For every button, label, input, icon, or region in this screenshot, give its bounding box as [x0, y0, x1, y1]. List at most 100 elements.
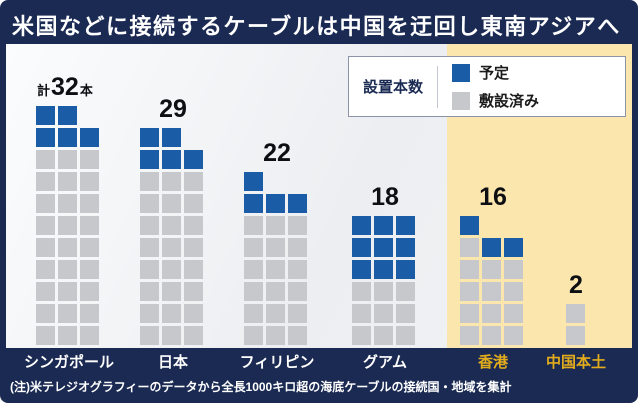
laid-cable-square — [352, 282, 371, 301]
waffle-row — [140, 194, 203, 213]
laid-cable-square — [460, 238, 479, 257]
legend-item-laid: 敷設済み — [452, 90, 539, 111]
waffle-row — [352, 216, 415, 235]
planned-cable-square — [288, 194, 307, 213]
waffle-row — [244, 304, 307, 323]
laid-cable-square — [244, 260, 263, 279]
laid-cable-square — [288, 260, 307, 279]
planned-cable-square — [396, 216, 415, 235]
laid-cable-square — [58, 238, 77, 257]
total-count: 22 — [263, 139, 291, 167]
planned-cable-square — [244, 172, 263, 191]
waffle-row — [140, 326, 203, 345]
chart-title: 米国などに接続するケーブルは中国を迂回し東南アジアへ — [12, 14, 621, 39]
waffle-row — [36, 172, 99, 191]
laid-cable-square — [162, 326, 181, 345]
laid-cable-square — [244, 282, 263, 301]
laid-cable-square — [36, 216, 55, 235]
waffle-row — [244, 238, 307, 257]
laid-cable-square — [140, 194, 159, 213]
laid-cable-square — [58, 282, 77, 301]
planned-cable-square — [58, 128, 77, 147]
waffle-row — [244, 172, 307, 191]
waffle-row — [566, 304, 585, 323]
laid-cable-square — [266, 304, 285, 323]
planned-swatch-icon — [452, 63, 471, 82]
planned-cable-square — [396, 238, 415, 257]
laid-cable-square — [162, 216, 181, 235]
laid-cable-square — [184, 238, 203, 257]
planned-cable-square — [374, 238, 393, 257]
laid-cable-square — [460, 282, 479, 301]
laid-cable-square — [36, 194, 55, 213]
laid-cable-square — [140, 238, 159, 257]
laid-cable-square — [140, 172, 159, 191]
laid-cable-square — [184, 194, 203, 213]
waffle-row — [352, 238, 415, 257]
planned-cable-square — [244, 194, 263, 213]
laid-cable-square — [374, 326, 393, 345]
laid-cable-square — [162, 172, 181, 191]
laid-cable-square — [140, 282, 159, 301]
waffle-bar-philippines — [244, 172, 307, 345]
waffle-row — [244, 260, 307, 279]
waffle-row — [140, 128, 203, 147]
laid-cable-square — [288, 238, 307, 257]
total-count: 29 — [159, 95, 187, 123]
legend-planned-label: 予定 — [479, 65, 510, 82]
count-label-hong-kong: 16 — [479, 185, 507, 210]
legend: 設置本数 予定 敷設済み — [348, 56, 626, 117]
laid-cable-square — [352, 326, 371, 345]
laid-cable-square — [288, 216, 307, 235]
laid-cable-square — [184, 282, 203, 301]
laid-cable-square — [80, 194, 99, 213]
laid-cable-square — [36, 326, 55, 345]
laid-cable-square — [36, 260, 55, 279]
laid-cable-square — [80, 304, 99, 323]
count-label-japan: 29 — [159, 97, 187, 122]
planned-cable-square — [36, 128, 55, 147]
legend-items: 予定 敷設済み — [452, 62, 539, 111]
laid-cable-square — [460, 260, 479, 279]
laid-cable-square — [140, 260, 159, 279]
laid-swatch-icon — [452, 91, 471, 110]
laid-cable-square — [162, 260, 181, 279]
waffle-row — [460, 304, 523, 323]
laid-cable-square — [36, 238, 55, 257]
laid-cable-square — [482, 326, 501, 345]
waffle-row — [566, 326, 585, 345]
legend-laid-label: 敷設済み — [479, 93, 540, 110]
laid-cable-square — [374, 304, 393, 323]
waffle-row — [460, 238, 523, 257]
laid-cable-square — [396, 304, 415, 323]
waffle-row — [352, 282, 415, 301]
count-label-singapore: 計 32 本 — [36, 75, 94, 100]
category-label-japan: 日本 — [157, 354, 189, 371]
laid-cable-square — [58, 304, 77, 323]
planned-cable-square — [482, 238, 501, 257]
laid-cable-square — [504, 326, 523, 345]
waffle-row — [36, 304, 99, 323]
planned-cable-square — [352, 216, 371, 235]
waffle-row — [36, 106, 99, 125]
laid-cable-square — [58, 260, 77, 279]
waffle-row — [140, 282, 203, 301]
laid-cable-square — [58, 172, 77, 191]
laid-cable-square — [184, 304, 203, 323]
waffle-row — [352, 304, 415, 323]
waffle-row — [36, 282, 99, 301]
waffle-row — [140, 172, 203, 191]
laid-cable-square — [482, 282, 501, 301]
laid-cable-square — [80, 326, 99, 345]
waffle-row — [244, 326, 307, 345]
total-suffix: 本 — [79, 83, 93, 98]
laid-cable-square — [58, 150, 77, 169]
laid-cable-square — [566, 326, 585, 345]
waffle-bar-japan — [140, 128, 203, 345]
planned-cable-square — [374, 216, 393, 235]
laid-cable-square — [140, 304, 159, 323]
laid-cable-square — [504, 260, 523, 279]
waffle-row — [140, 216, 203, 235]
laid-cable-square — [58, 326, 77, 345]
